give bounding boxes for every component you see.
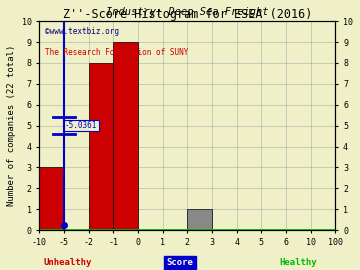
Title: Z''-Score Histogram for ESEA (2016): Z''-Score Histogram for ESEA (2016) (63, 8, 312, 21)
Bar (89, 63, 113, 230)
Text: ©www.textbiz.org: ©www.textbiz.org (45, 27, 119, 36)
Bar (39, 167, 64, 230)
Text: Healthy: Healthy (279, 258, 317, 267)
Y-axis label: Number of companies (22 total): Number of companies (22 total) (7, 45, 16, 206)
Text: The Research Foundation of SUNY: The Research Foundation of SUNY (45, 48, 188, 57)
Text: Score: Score (167, 258, 193, 267)
Bar (113, 42, 138, 230)
Bar (187, 209, 212, 230)
Text: -5.0361: -5.0361 (65, 121, 98, 130)
Text: Unhealthy: Unhealthy (43, 258, 91, 267)
Text: Industry: Deep Sea Freight: Industry: Deep Sea Freight (106, 7, 269, 17)
